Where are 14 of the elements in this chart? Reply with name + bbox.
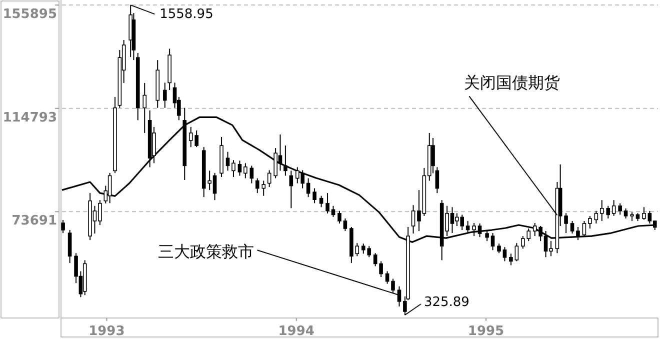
x-tick-label: 1993 <box>88 324 125 339</box>
annotation: 1558.95 <box>160 7 214 22</box>
x-tick-label: 1995 <box>468 324 504 339</box>
annotation: 三大政策救市 <box>158 242 254 262</box>
x-tick-label: 1994 <box>278 324 314 339</box>
y-tick-label: 114793 <box>2 110 57 126</box>
annotation: 三大政策救市 <box>158 242 400 296</box>
annotation: 325.89 <box>404 295 470 316</box>
annotation: 1558.95 <box>130 4 214 22</box>
annotation: 325.89 <box>424 295 470 310</box>
annotation: 关闭国债期货 <box>464 73 560 216</box>
y-tick-label: 155895 <box>2 7 57 22</box>
annotation: 关闭国债期货 <box>464 73 560 92</box>
y-tick-label: 73691 <box>12 214 57 229</box>
